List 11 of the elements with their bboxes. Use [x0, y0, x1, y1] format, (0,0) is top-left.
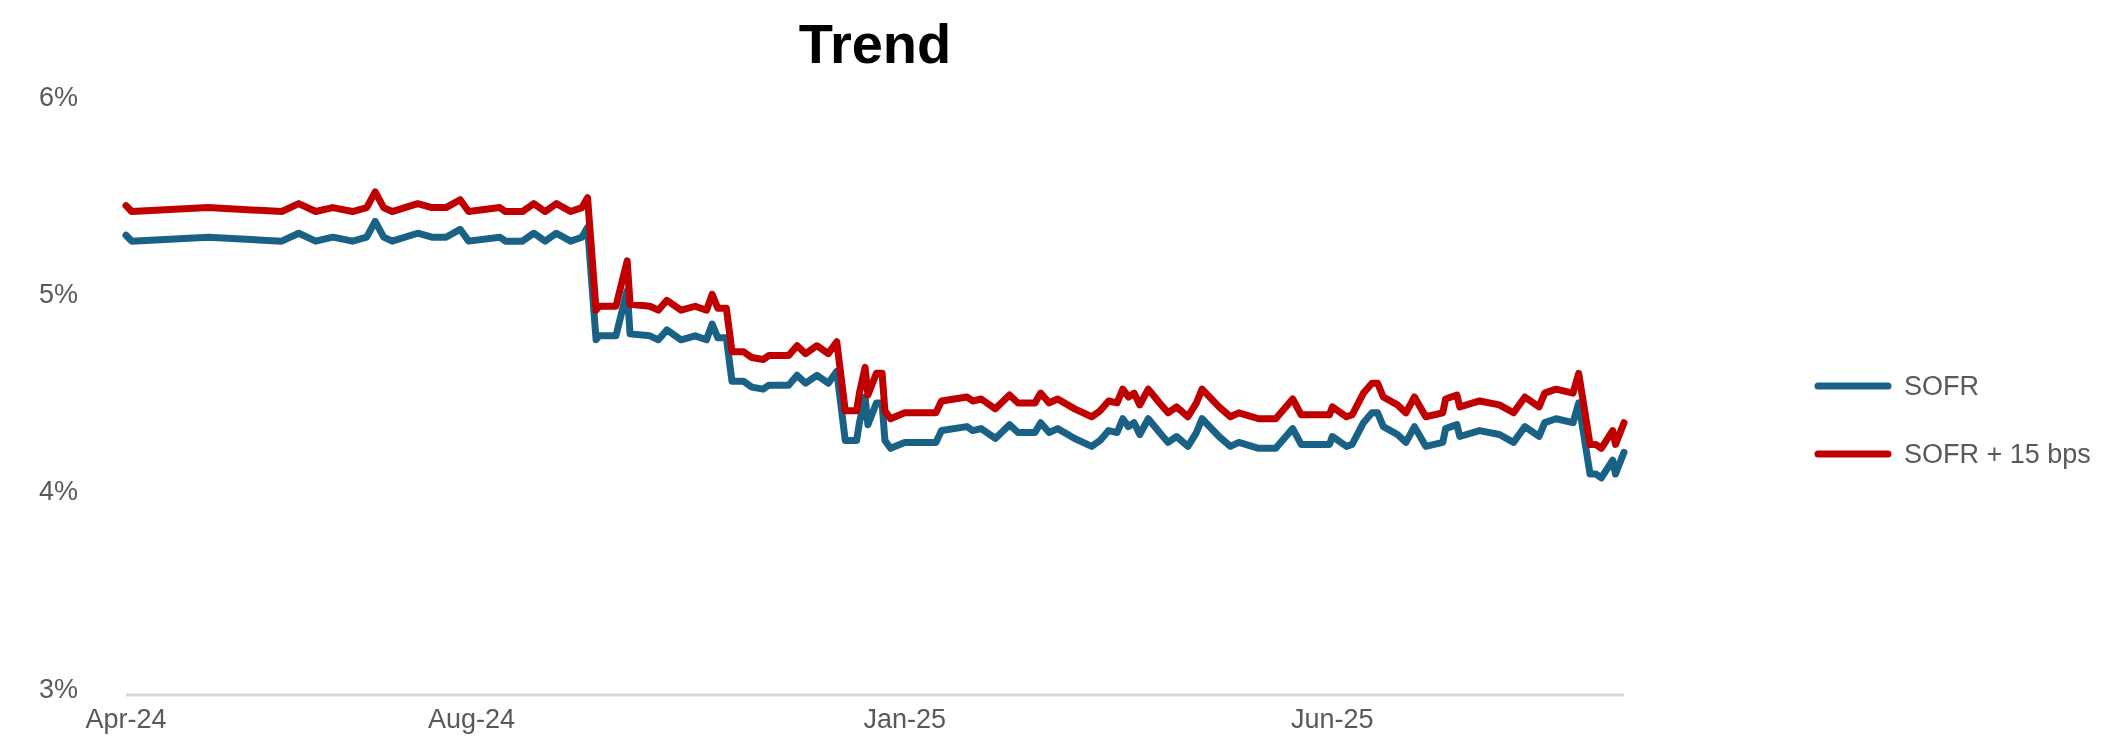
y-tick-label: 6% — [38, 81, 78, 112]
x-tick-label: Jun-25 — [1291, 704, 1374, 734]
y-tick-label: 5% — [38, 279, 78, 310]
legend-label: SOFR — [1904, 371, 1980, 402]
x-tick-label: Aug-24 — [427, 704, 516, 734]
chart-title: Trend — [798, 12, 952, 75]
x-tick-label: Jan-25 — [863, 704, 947, 734]
x-tick-label: Apr-24 — [85, 704, 167, 734]
legend-label: SOFR + 15 bps — [1904, 439, 2091, 470]
y-tick-label: 3% — [38, 673, 78, 704]
y-tick-label: 4% — [38, 476, 78, 507]
